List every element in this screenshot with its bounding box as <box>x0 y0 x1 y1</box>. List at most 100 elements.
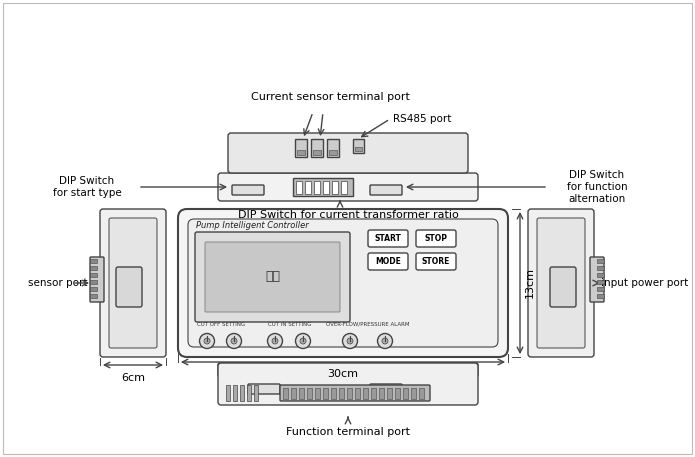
Bar <box>363 388 368 399</box>
FancyBboxPatch shape <box>90 257 104 302</box>
FancyBboxPatch shape <box>109 218 157 348</box>
Bar <box>355 388 360 399</box>
Bar <box>299 388 304 399</box>
Bar <box>314 181 320 194</box>
Bar <box>296 181 302 194</box>
Bar <box>403 388 408 399</box>
Circle shape <box>382 338 388 344</box>
Bar <box>597 294 604 298</box>
Bar <box>329 150 337 155</box>
FancyBboxPatch shape <box>205 242 340 312</box>
FancyBboxPatch shape <box>188 219 498 347</box>
Bar <box>597 280 604 284</box>
Text: RS485 port: RS485 port <box>393 114 451 124</box>
Bar <box>295 139 307 157</box>
Text: DIP Switch for current transformer ratio: DIP Switch for current transformer ratio <box>238 210 459 220</box>
Text: 30cm: 30cm <box>327 369 359 379</box>
Text: sensor port: sensor port <box>28 278 88 288</box>
Bar <box>247 385 251 401</box>
Bar <box>411 388 416 399</box>
Bar <box>327 139 339 157</box>
Bar <box>313 150 321 155</box>
Text: 6cm: 6cm <box>121 373 145 383</box>
Bar <box>371 388 376 399</box>
FancyBboxPatch shape <box>550 267 576 307</box>
Bar <box>332 181 338 194</box>
Bar <box>597 259 604 263</box>
FancyBboxPatch shape <box>248 384 280 394</box>
Bar <box>419 388 424 399</box>
Text: DIP Switch
for function
alternation: DIP Switch for function alternation <box>566 170 628 204</box>
Circle shape <box>343 334 357 349</box>
Bar <box>315 388 320 399</box>
Circle shape <box>231 338 237 344</box>
Text: STORE: STORE <box>422 257 450 266</box>
Bar <box>339 388 344 399</box>
Text: input power port: input power port <box>601 278 688 288</box>
Text: OVER-FLOW/PRESSURE ALARM: OVER-FLOW/PRESSURE ALARM <box>326 322 410 327</box>
Bar <box>323 388 328 399</box>
Text: Function terminal port: Function terminal port <box>286 427 410 437</box>
Circle shape <box>377 334 393 349</box>
Circle shape <box>272 338 278 344</box>
Bar <box>379 388 384 399</box>
Text: 13cm: 13cm <box>525 267 535 298</box>
Text: Current sensor terminal port: Current sensor terminal port <box>251 92 409 102</box>
Text: CUT IN SETTING: CUT IN SETTING <box>268 322 312 327</box>
FancyBboxPatch shape <box>280 385 430 401</box>
Bar <box>305 181 311 194</box>
FancyBboxPatch shape <box>590 257 604 302</box>
Bar <box>395 388 400 399</box>
Bar <box>90 280 97 284</box>
Bar <box>90 266 97 270</box>
Bar <box>347 388 352 399</box>
Bar <box>283 388 288 399</box>
Bar <box>240 385 244 401</box>
Circle shape <box>300 338 306 344</box>
Bar <box>323 181 329 194</box>
Bar <box>233 385 237 401</box>
Circle shape <box>204 338 210 344</box>
FancyBboxPatch shape <box>100 209 166 357</box>
Circle shape <box>268 334 282 349</box>
Bar <box>293 178 353 196</box>
FancyBboxPatch shape <box>218 363 478 377</box>
FancyBboxPatch shape <box>416 253 456 270</box>
FancyBboxPatch shape <box>195 232 350 322</box>
Bar <box>90 294 97 298</box>
FancyBboxPatch shape <box>370 384 402 394</box>
Bar <box>297 150 305 155</box>
Text: DIP Switch
for start type: DIP Switch for start type <box>53 176 122 198</box>
Circle shape <box>295 334 311 349</box>
Bar <box>355 147 362 151</box>
Text: STOP: STOP <box>425 234 448 243</box>
FancyBboxPatch shape <box>368 230 408 247</box>
FancyBboxPatch shape <box>232 185 264 195</box>
Text: 拧空: 拧空 <box>265 271 280 283</box>
FancyBboxPatch shape <box>178 209 508 357</box>
Text: Pump Intelligent Controller: Pump Intelligent Controller <box>196 221 309 230</box>
Bar <box>597 266 604 270</box>
FancyBboxPatch shape <box>368 253 408 270</box>
Circle shape <box>347 338 353 344</box>
Bar <box>353 139 364 153</box>
Bar <box>90 259 97 263</box>
Text: MODE: MODE <box>375 257 401 266</box>
FancyBboxPatch shape <box>228 133 468 173</box>
Text: START: START <box>375 234 402 243</box>
Bar <box>341 181 347 194</box>
Bar <box>387 388 392 399</box>
Bar <box>597 273 604 277</box>
FancyBboxPatch shape <box>537 218 585 348</box>
FancyBboxPatch shape <box>116 267 142 307</box>
FancyBboxPatch shape <box>218 173 478 201</box>
Bar <box>90 287 97 291</box>
Bar <box>291 388 296 399</box>
Bar <box>90 273 97 277</box>
Bar <box>331 388 336 399</box>
Bar <box>597 287 604 291</box>
Bar <box>254 385 258 401</box>
Circle shape <box>227 334 241 349</box>
FancyBboxPatch shape <box>528 209 594 357</box>
FancyBboxPatch shape <box>370 185 402 195</box>
